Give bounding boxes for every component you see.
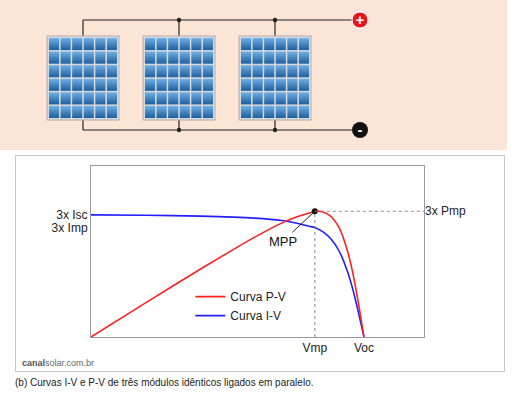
svg-text:Vmp: Vmp xyxy=(302,341,327,355)
svg-text:-: - xyxy=(358,121,363,138)
html-text:canal solar.com.br: canal solar.com.br xyxy=(22,358,94,368)
svg-text:MPP: MPP xyxy=(269,234,297,249)
svg-text:3x Isc: 3x Isc xyxy=(56,208,87,222)
svg-text:+: + xyxy=(356,11,365,28)
svg-text:Curva P-V: Curva P-V xyxy=(230,290,285,304)
svg-text:Voc: Voc xyxy=(354,341,374,355)
html-text:(b) Curvas I-V e P-V de três m: (b) Curvas I-V e P-V de três módulos idê… xyxy=(15,377,314,388)
svg-text:3x Pmp: 3x Pmp xyxy=(425,204,466,218)
svg-text:3x Imp: 3x Imp xyxy=(52,221,88,235)
svg-text:Curva I-V: Curva I-V xyxy=(230,309,281,323)
